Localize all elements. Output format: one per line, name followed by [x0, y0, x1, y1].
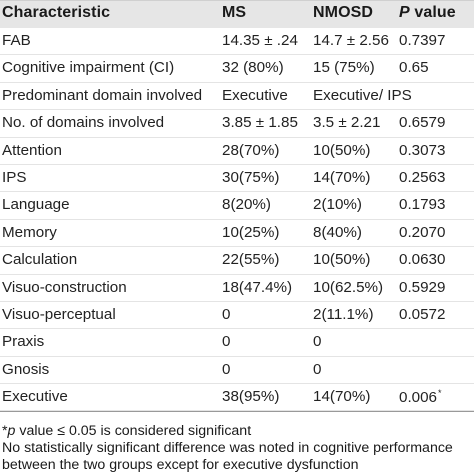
table-row: Gnosis 0 0 [0, 357, 474, 385]
cell-ms: 18(47.4%) [222, 278, 293, 296]
table-row: Cognitive impairment (CI) 32 (80%) 15 (75%… [0, 55, 474, 83]
cell-characteristic: Visuo-construction [2, 278, 127, 296]
cell-characteristic: Praxis [2, 333, 45, 351]
cell-ms: 8(20%) [222, 196, 271, 214]
cell-nmosd: 14(70%) [313, 388, 371, 406]
table-row: Predominant domain involved Executive Exec… [0, 83, 474, 111]
cell-characteristic: Executive [2, 388, 68, 406]
cell-p-value: 0.0572 [399, 305, 446, 323]
header-p-rest: value [409, 4, 456, 21]
cell-characteristic: FAB [2, 32, 31, 49]
cell-ms: 32 (80%) [222, 59, 284, 77]
cell-p-value: 0.65 [399, 59, 429, 77]
table-bottom-rule [0, 411, 474, 413]
cell-p-value: 0.2070 [399, 223, 446, 241]
cell-p-value: 0.5929 [399, 278, 446, 296]
cell-nmosd: 2(10%) [313, 196, 362, 214]
header-p-value: P value [399, 4, 456, 22]
table-row: Memory 10(25%) 8(40%) 0.2070 [0, 220, 474, 248]
cell-nmosd: 14(70%) [313, 168, 371, 186]
header-characteristic: Characteristic [2, 4, 111, 21]
cell-ms: 3.85 ± 1.85 [222, 114, 298, 132]
cell-ms: Executive [222, 86, 288, 104]
table-row: Praxis 0 0 [0, 329, 474, 357]
cell-ms: 38(95%) [222, 388, 280, 406]
cell-nmosd: 3.5 ± 2.21 [313, 114, 381, 132]
cell-characteristic: Language [2, 196, 70, 214]
header-ms: MS [222, 4, 247, 21]
footnote-significance: *p value ≤ 0.05 is considered significan… [2, 423, 472, 440]
table-row: Calculation 22(55%) 10(50%) 0.0630 [0, 247, 474, 275]
data-table: Characteristic MS NMOSD P value FAB 14.35… [0, 0, 474, 413]
footnote-line-2: No statistically significant difference … [2, 439, 453, 456]
table-row: Visuo-construction 18(47.4%) 10(62.5%) 0.59… [0, 275, 474, 302]
cell-ms: 0 [222, 305, 231, 323]
cell-p-value: 0.7397 [399, 32, 446, 49]
table-row: Language 8(20%) 2(10%) 0.1793 [0, 192, 474, 220]
footnote-star: * [2, 423, 8, 439]
cell-characteristic: IPS [2, 168, 27, 186]
cell-nmosd: 2(11.1%) [313, 305, 374, 323]
cell-p-value: 0.6579 [399, 114, 446, 132]
cell-p-value: 0.3073 [399, 141, 446, 159]
cell-nmosd: 8(40%) [313, 223, 362, 241]
footnote-line-3: between the two groups except for execut… [2, 456, 359, 473]
table-header-row: Characteristic MS NMOSD P value [0, 0, 474, 28]
cell-ms: 30(75%) [222, 168, 280, 186]
cell-p-value: 0.0630 [399, 251, 446, 269]
cell-nmosd: 10(62.5%) [313, 278, 384, 296]
table-row: Visuo-perceptual 0 2(11.1%) 0.0572 [0, 302, 474, 330]
cell-characteristic: Predominant domain involved [2, 86, 203, 104]
cell-nmosd: Executive/ IPS [313, 86, 412, 104]
cell-characteristic: No. of domains involved [2, 114, 165, 132]
table-row: FAB 14.35 ± .24 14.7 ± 2.56 0.7397 [0, 28, 474, 56]
significance-marker: * [438, 388, 442, 399]
cell-nmosd: 15 (75%) [313, 59, 375, 77]
cell-characteristic: Visuo-perceptual [2, 305, 116, 323]
table-footnotes: *p value ≤ 0.05 is considered significan… [2, 423, 472, 473]
header-nmosd: NMOSD [313, 4, 374, 21]
table-row: Executive 38(95%) 14(70%) 0.006* [0, 384, 474, 412]
cell-characteristic: Gnosis [2, 360, 50, 378]
cell-characteristic: Memory [2, 223, 57, 241]
cell-ms: 10(25%) [222, 223, 280, 241]
cell-characteristic: Cognitive impairment (CI) [2, 59, 175, 77]
table-row: Attention 28(70%) 10(50%) 0.3073 [0, 138, 474, 165]
footnote-significance-text: value ≤ 0.05 is considered significant [15, 423, 252, 439]
cell-nmosd: 10(50%) [313, 141, 371, 159]
table-row: No. of domains involved 3.85 ± 1.85 3.5 ± … [0, 110, 474, 138]
cell-p-value: 0.2563 [399, 168, 446, 186]
cell-p-value: 0.1793 [399, 196, 446, 214]
cell-ms: 0 [222, 333, 231, 351]
table-body: FAB 14.35 ± .24 14.7 ± 2.56 0.7397 Cognitive… [0, 28, 474, 413]
cell-ms: 28(70%) [222, 141, 280, 159]
cell-nmosd: 0 [313, 333, 322, 351]
cell-characteristic: Calculation [2, 251, 78, 269]
table-row: IPS 30(75%) 14(70%) 0.2563 [0, 165, 474, 193]
cell-ms: 0 [222, 360, 231, 378]
cell-ms: 14.35 ± .24 [222, 32, 298, 49]
cell-nmosd: 10(50%) [313, 251, 371, 269]
cell-ms: 22(55%) [222, 251, 280, 269]
cell-nmosd: 0 [313, 360, 322, 378]
cell-nmosd: 14.7 ± 2.56 [313, 32, 389, 49]
cell-p-value: 0.006* [399, 388, 442, 407]
header-p-letter: P [399, 4, 410, 21]
footnote-p: p [7, 423, 16, 439]
cell-characteristic: Attention [2, 141, 62, 159]
